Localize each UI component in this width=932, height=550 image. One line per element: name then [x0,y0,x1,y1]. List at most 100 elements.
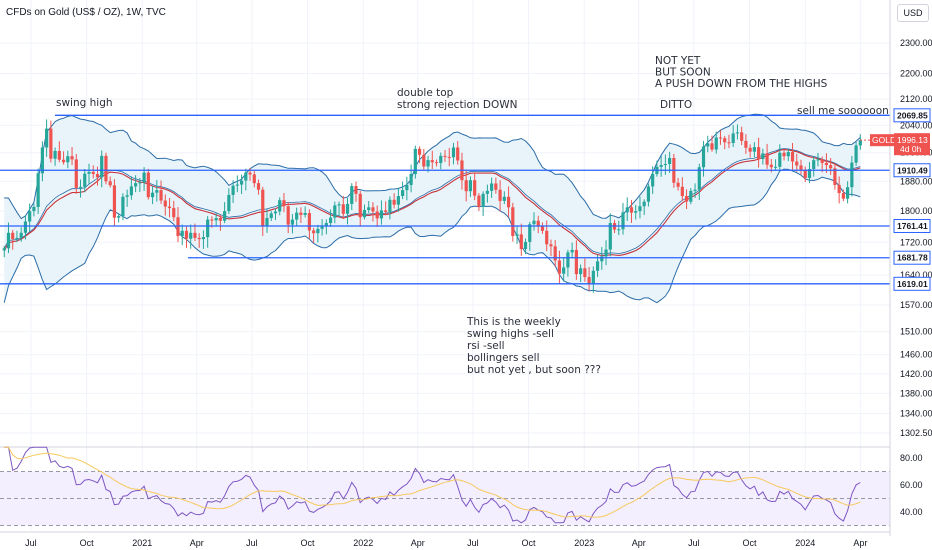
candle [108,176,112,188]
candle [841,189,845,202]
candle-body [812,160,816,170]
annotation-swing-high: swing high [56,97,113,109]
candle-body [261,189,265,226]
candle [595,254,600,277]
time-tick-label: Oct [80,538,95,548]
candle-body [206,219,210,238]
candle-body [820,159,824,163]
candle-body [49,128,53,159]
candle [409,164,413,193]
candle-body [693,189,697,191]
candle [540,222,545,234]
candle [854,142,858,166]
candle-body [83,173,87,187]
annotation-sell-me: sell me soooooon [797,105,889,117]
candle [218,214,222,231]
candle [261,186,265,236]
candle [290,213,295,234]
candle-body [464,180,468,192]
candle-body [117,216,121,218]
candle-body [456,147,460,161]
currency-button[interactable]: USD [897,4,929,22]
candle [134,175,138,193]
price-tick-label: 1302.50 [900,428,932,438]
candle-body [74,159,78,188]
annotation-not-yet-line: A PUSH DOWN FROM THE HIGHS [655,78,828,90]
candle-body [553,246,557,261]
annotation-double-top: double top strong rejection DOWN [397,87,518,111]
candle [532,212,536,231]
price-axis-bg [890,0,932,550]
price-tick-label: 1720.00 [900,237,932,247]
candle-body [235,184,239,186]
candle [443,149,447,162]
candle-body [155,190,159,193]
candle-body [748,147,752,152]
candle-body [87,171,91,174]
candle-body [273,211,278,214]
candle [456,141,460,165]
candle-body [163,200,167,207]
price-tick-label: 2200.00 [900,68,932,78]
candle [286,201,290,234]
candle [812,156,816,177]
symbol-label: GOLD [872,135,896,145]
candle-body [659,165,663,167]
candle [303,206,307,218]
candle-body [629,207,634,213]
candle [523,238,528,255]
candle-body [846,187,850,199]
price-tick-label: 1570.00 [900,300,932,310]
candle [295,207,299,227]
candle [668,151,672,173]
rsi-tick-label: 40.00 [900,507,923,517]
time-tick-label: 2023 [574,538,594,548]
candle [502,191,506,205]
candle [740,126,744,146]
candle [184,226,189,248]
candle [833,163,837,190]
candle-body [328,217,333,224]
candle [710,135,714,152]
candle-body [422,154,426,167]
candle-body [214,218,218,221]
candle [659,156,663,177]
candlesticks [2,119,862,293]
annotation-not-yet-line: BUT SOON [655,67,711,79]
candle-body [36,173,40,207]
candle [74,153,78,194]
candle [684,189,689,210]
candle-body [829,165,833,169]
candle [244,168,248,191]
candle-body [795,161,799,166]
candle [731,124,735,147]
chart-title: CFDs on Gold (US$ / OZ), 1W, TVC [6,7,166,18]
candle [341,195,345,220]
candle-body [523,241,528,250]
candle [189,224,193,249]
candle-body [595,261,600,271]
candle [11,229,15,250]
candle [252,170,256,188]
last-price-tag [894,133,930,156]
candle [40,141,44,182]
candle [206,216,210,248]
price-tick-label: 1510.00 [900,327,932,337]
candle-body [384,210,388,212]
annotation-weekly-notes: This is the weekly swing highs -sell rsi -… [466,316,601,376]
candle [447,147,451,167]
candle [307,209,311,240]
candle-body [680,186,684,197]
candle [498,180,502,212]
candle-body [388,199,392,212]
candle-body [621,212,625,230]
candle-body [506,196,511,208]
candle [634,204,638,220]
price-tick-label: 1340.00 [900,409,932,419]
candle-body [566,252,570,268]
candle [850,155,854,197]
candle [570,242,574,259]
candle [807,162,812,184]
candle [138,177,142,192]
